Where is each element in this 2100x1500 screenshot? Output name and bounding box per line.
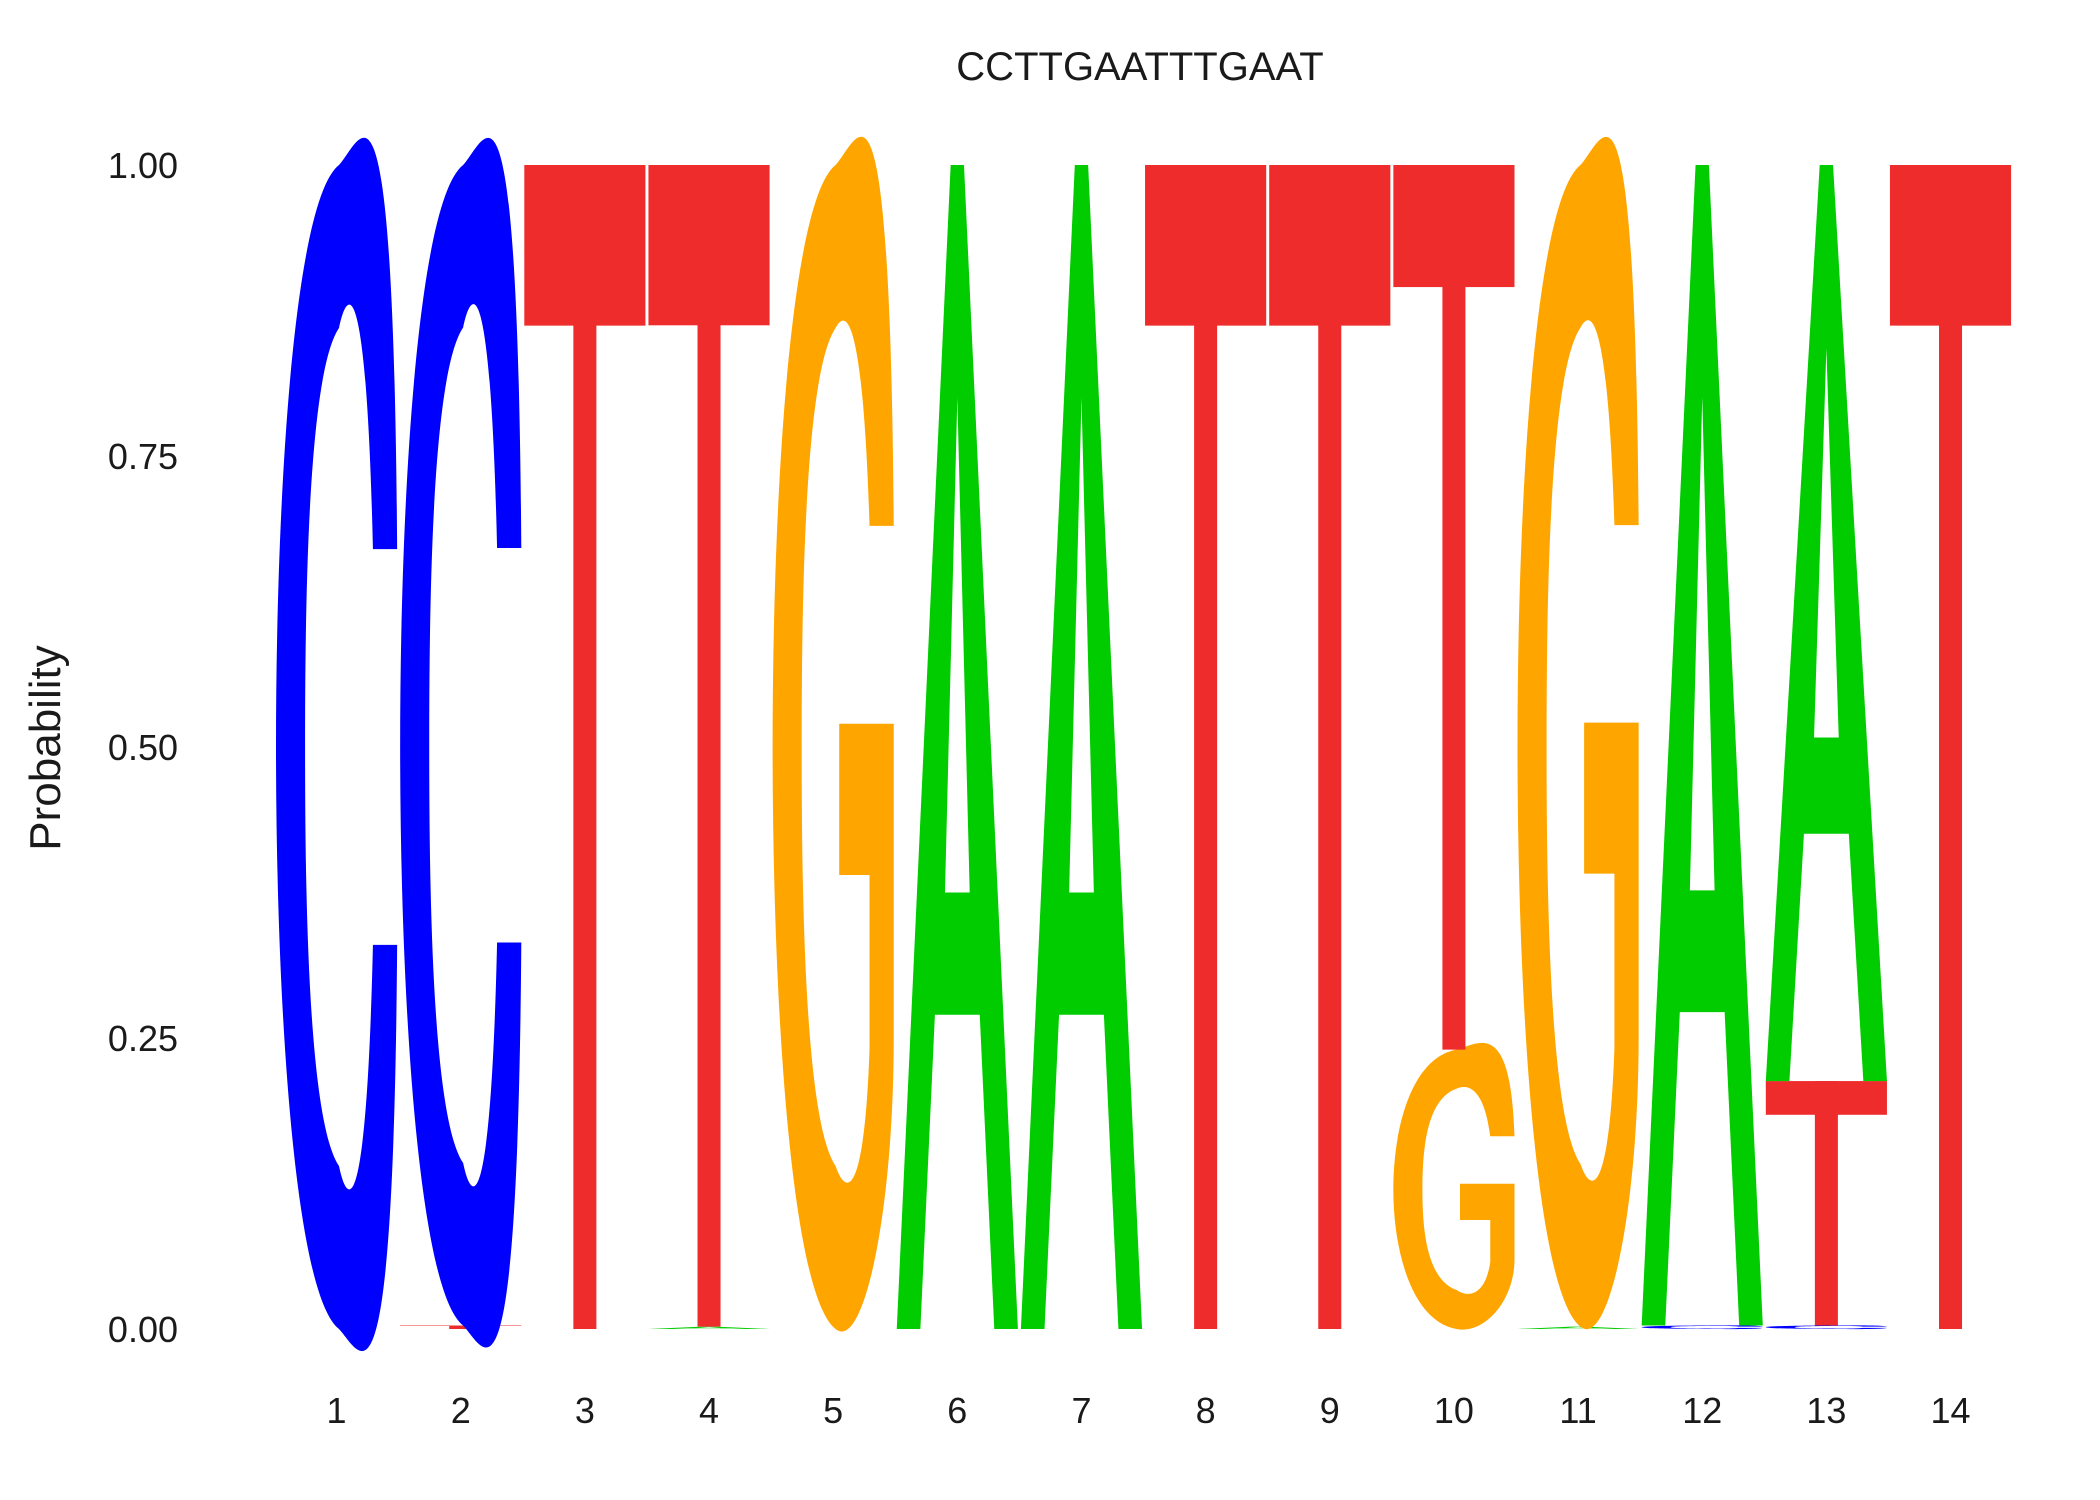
logo-letter-c [1765, 1325, 1887, 1330]
logo-letter-t [1889, 165, 2012, 1329]
logo-letter-g [1393, 1042, 1515, 1330]
logo-letter-t [1393, 165, 1515, 1050]
y-tick-label: 1.00 [108, 145, 178, 186]
x-tick-label: 5 [823, 1390, 843, 1431]
x-tick-label: 7 [1071, 1390, 1091, 1431]
x-tick-label: 3 [575, 1390, 595, 1431]
x-tick-label: 14 [1931, 1390, 1971, 1431]
x-tick-label: 8 [1196, 1390, 1216, 1431]
x-axis-ticks: 1 2 3 4 5 6 7 8 9 10 11 12 13 14 [327, 1390, 1971, 1431]
logo-letter-t [1145, 165, 1267, 1329]
logo-letter-t [1765, 1081, 1887, 1326]
y-tick-label: 0.25 [108, 1018, 178, 1059]
logo-letter-c [276, 137, 398, 1352]
x-tick-label: 12 [1682, 1390, 1722, 1431]
chart-title: CCTTGAATTTGAAT [956, 45, 1323, 89]
x-tick-label: 1 [327, 1390, 347, 1431]
x-tick-label: 4 [699, 1390, 719, 1431]
logo-letter-t [648, 165, 770, 1327]
logo-letter-c [400, 137, 522, 1348]
logo-letter-a [896, 165, 1018, 1329]
logo-letter-a [1517, 1326, 1639, 1329]
x-tick-label: 10 [1434, 1390, 1474, 1431]
y-tick-label: 0.00 [108, 1309, 178, 1350]
y-axis-ticks: 0.00 0.25 0.50 0.75 1.00 [108, 145, 178, 1350]
logo-letter-g [772, 136, 894, 1332]
y-tick-label: 0.50 [108, 727, 178, 768]
logo-letter-t [524, 165, 646, 1329]
x-tick-label: 9 [1320, 1390, 1340, 1431]
logo-letter-c [1641, 1325, 1763, 1330]
x-tick-label: 13 [1806, 1390, 1846, 1431]
logo-letter-a [1020, 165, 1143, 1329]
logo-letter-a [648, 1326, 770, 1329]
logo-letter-g [1517, 136, 1639, 1330]
logo-letter-t [400, 1325, 522, 1329]
logo-letter-a [1641, 165, 1763, 1326]
logo-letters [276, 136, 2012, 1352]
x-tick-label: 2 [451, 1390, 471, 1431]
logo-letter-a [1765, 165, 1887, 1082]
y-axis-label: Probability [21, 645, 70, 850]
x-tick-label: 11 [1559, 1390, 1596, 1431]
x-tick-label: 6 [947, 1390, 967, 1431]
logo-letter-t [1269, 165, 1391, 1329]
y-tick-label: 0.75 [108, 436, 178, 477]
